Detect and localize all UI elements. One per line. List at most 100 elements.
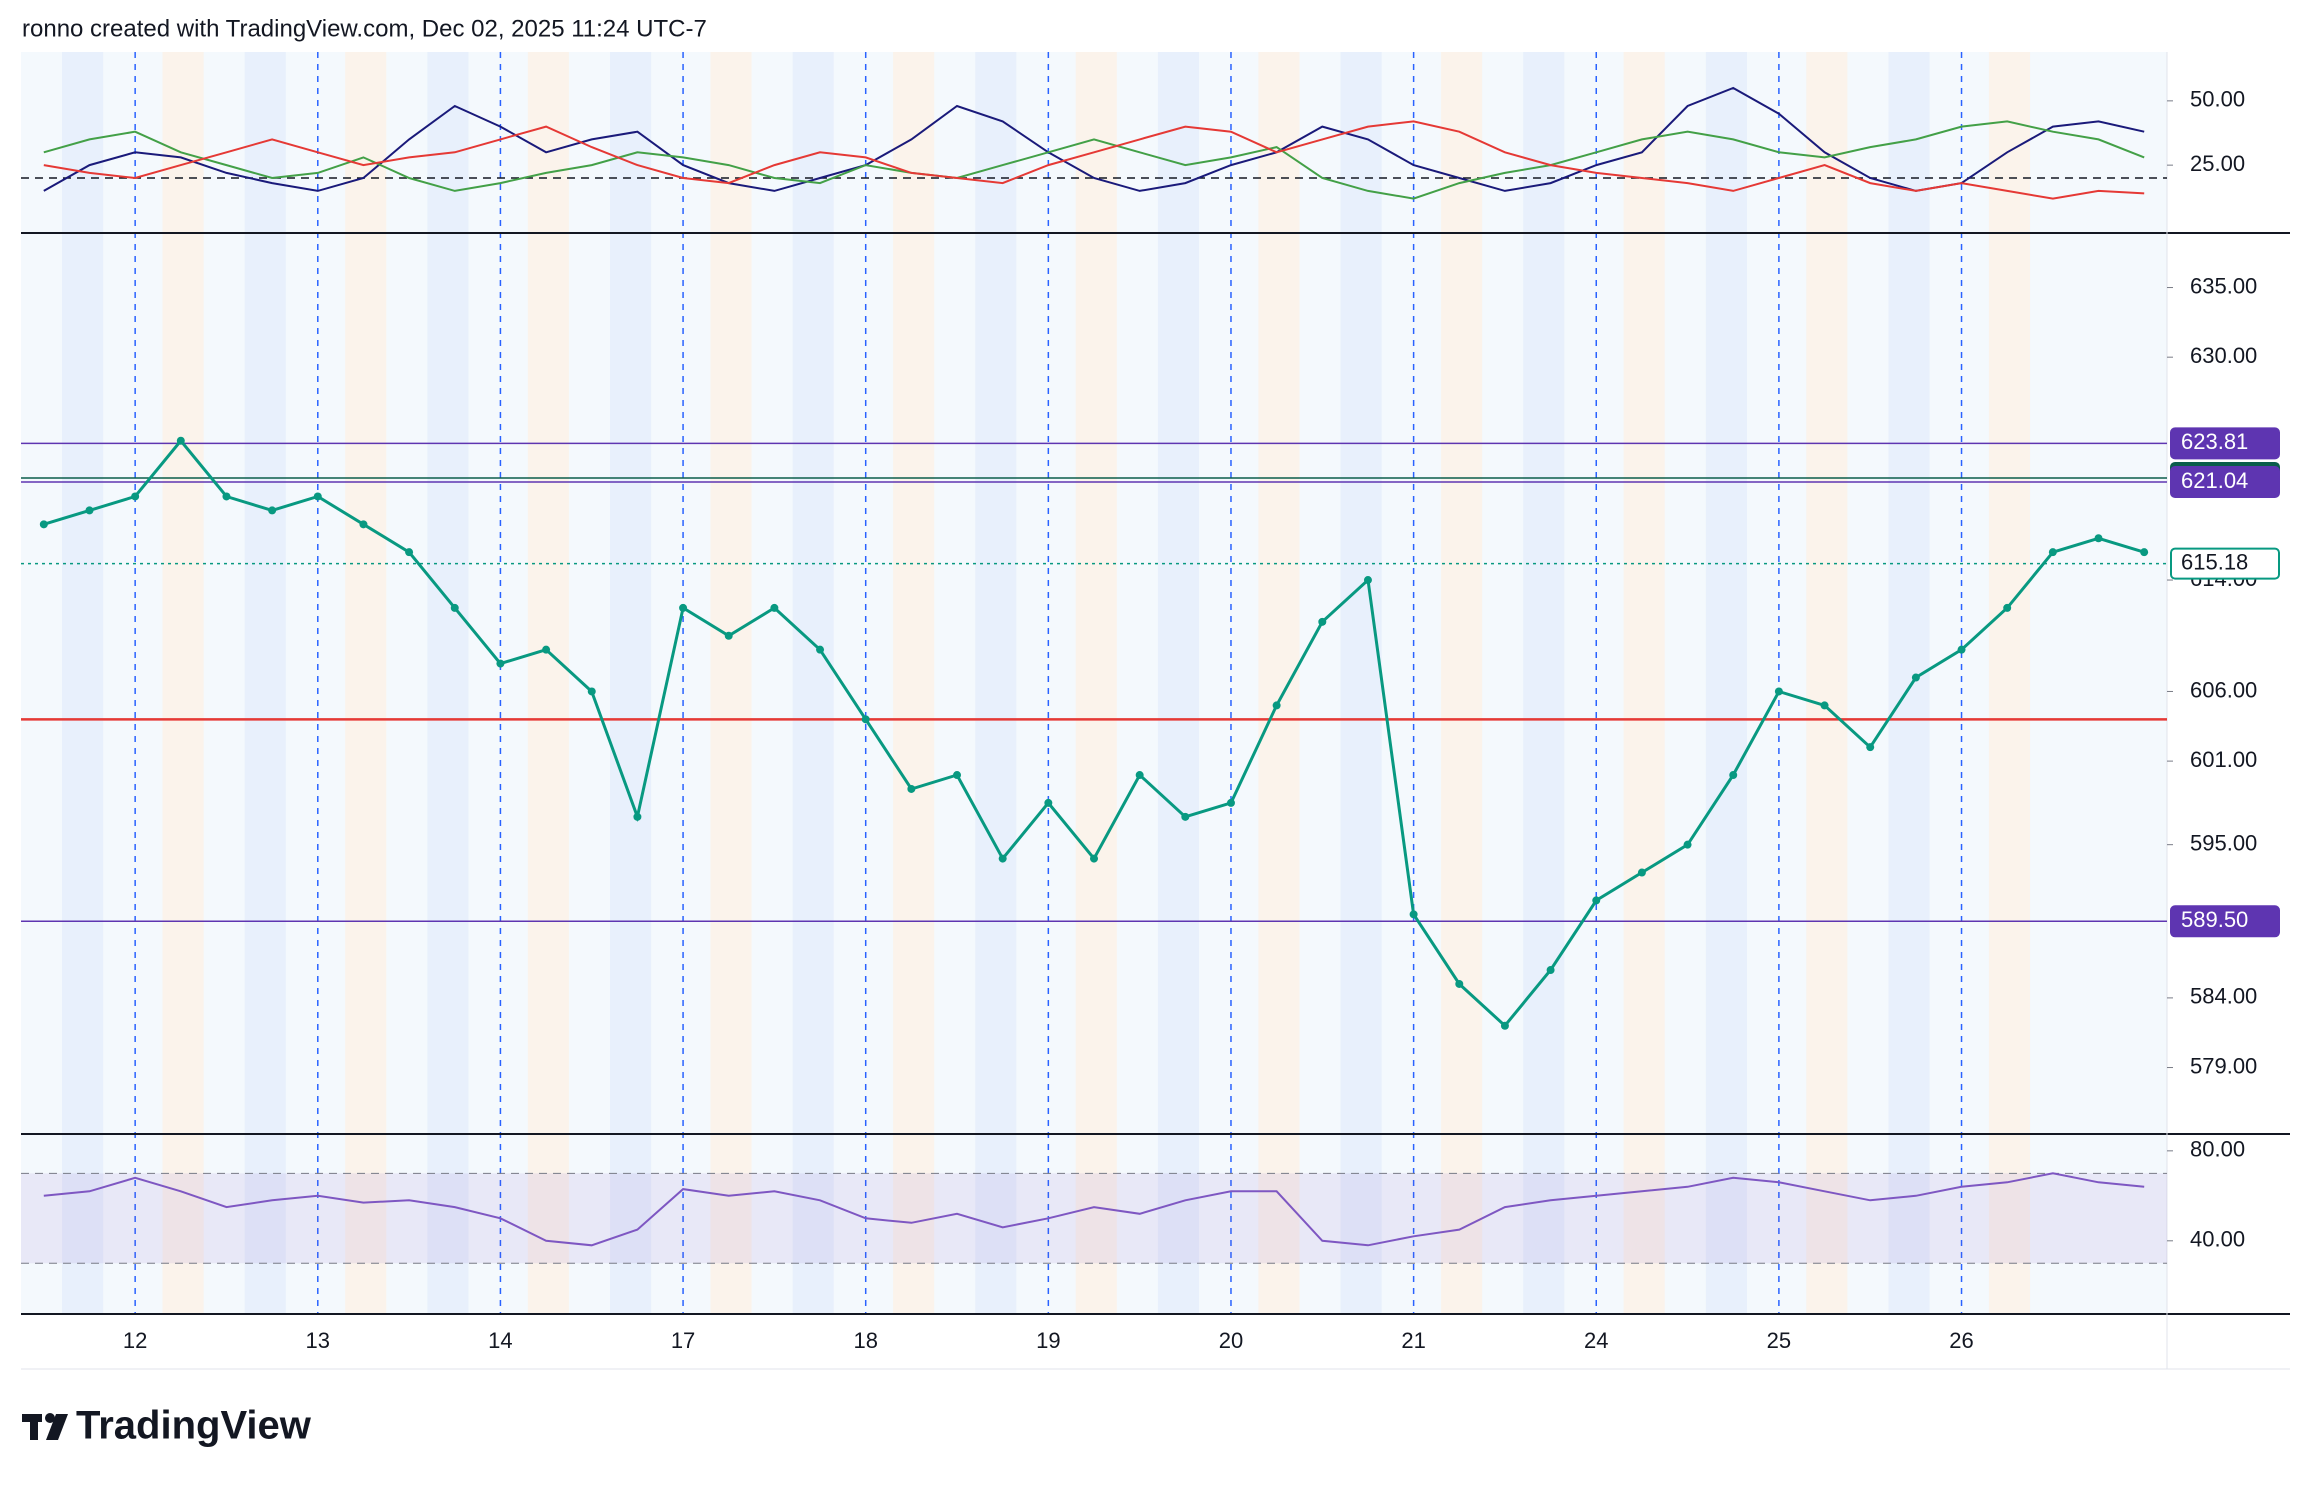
x-tick-label: 24 — [1584, 1328, 1608, 1353]
price-point — [1957, 645, 1966, 654]
logo-text: TradingView — [76, 1404, 312, 1448]
y-tick-label: 595.00 — [2190, 830, 2257, 855]
price-point — [2140, 548, 2149, 557]
price-point — [359, 520, 368, 529]
price-point — [770, 603, 779, 612]
price-point — [587, 687, 596, 696]
session-shade — [1258, 52, 1300, 1313]
price-point — [1820, 701, 1829, 710]
y-tick-label: 601.00 — [2190, 747, 2257, 772]
price-point — [1272, 701, 1281, 710]
session-shade — [1075, 52, 1117, 1313]
price-point — [1911, 673, 1920, 682]
price-point — [1090, 854, 1098, 863]
price-point — [2048, 548, 2057, 557]
y-tick-label: 579.00 — [2190, 1053, 2257, 1078]
price-point — [176, 436, 185, 445]
price-point — [1363, 576, 1372, 585]
session-shade — [345, 52, 387, 1313]
price-point — [953, 771, 962, 780]
session-shade — [527, 52, 569, 1313]
price-point — [633, 812, 642, 821]
price-point — [998, 854, 1007, 863]
logo-mark — [22, 1413, 68, 1440]
session-shade — [1157, 52, 1200, 1313]
session-shade — [710, 52, 752, 1313]
price-point — [1500, 1021, 1509, 1030]
price-point — [2094, 534, 2103, 543]
series-line — [43, 1172, 2145, 1247]
price-point — [1683, 840, 1692, 849]
x-tick-label: 17 — [671, 1328, 695, 1353]
x-tick-label: 19 — [1036, 1328, 1060, 1353]
price-label-box — [2170, 905, 2280, 938]
x-tick-label: 21 — [1401, 1328, 1425, 1353]
price-point — [1592, 896, 1601, 905]
x-tick-label: 26 — [1949, 1328, 1973, 1353]
price-point — [1044, 798, 1053, 807]
price-point — [1409, 910, 1418, 919]
series-line — [43, 120, 2145, 200]
series-line — [43, 86, 2145, 192]
price-point — [1546, 966, 1555, 975]
price-point — [2003, 603, 2012, 612]
y-tick-label: 635.00 — [2190, 273, 2257, 298]
price-label: 589.50 — [2181, 907, 2248, 932]
price-point — [450, 603, 459, 612]
session-shade — [1705, 52, 1747, 1313]
session-shade — [62, 52, 104, 1313]
y-tick-label: 606.00 — [2190, 677, 2257, 702]
session-shade — [1441, 52, 1483, 1313]
session-shade — [1623, 52, 1665, 1313]
price-label-box — [2170, 427, 2280, 460]
y-tick-label: 584.00 — [2190, 984, 2257, 1009]
x-tick-label: 18 — [853, 1328, 877, 1353]
session-shade — [792, 52, 834, 1313]
price-label: 621.04 — [2181, 468, 2248, 493]
price-point — [1729, 771, 1738, 780]
header: ronno created with TradingView.com, Dec … — [22, 15, 707, 42]
price-label: 623.81 — [2181, 429, 2248, 454]
session-shade — [893, 52, 935, 1313]
price-point — [405, 548, 414, 557]
session-shade — [610, 52, 652, 1313]
price-label-box — [2170, 465, 2280, 498]
price-label-box — [2170, 547, 2280, 580]
price-point — [222, 492, 231, 501]
series-line — [43, 120, 2145, 200]
price-point — [131, 492, 140, 501]
x-tick-label: 20 — [1219, 1328, 1243, 1353]
x-tick-label: 14 — [488, 1328, 512, 1353]
price-point — [907, 784, 916, 793]
price-point — [542, 645, 551, 654]
price-point — [1181, 812, 1190, 821]
price-point — [1318, 617, 1327, 626]
y-tick-label: 630.00 — [2190, 343, 2257, 368]
y-tick-label: 80.00 — [2190, 1137, 2245, 1162]
session-shade — [975, 52, 1017, 1313]
price-point — [1226, 798, 1235, 807]
y-tick-label: 50.00 — [2190, 87, 2245, 112]
price-label: 615.18 — [2181, 549, 2248, 574]
price-point — [679, 603, 688, 612]
session-shade — [162, 52, 204, 1313]
price-point — [1774, 687, 1783, 696]
price-point — [861, 715, 870, 724]
price-point — [1455, 979, 1464, 988]
x-tick-label: 12 — [123, 1328, 147, 1353]
x-tick-label: 13 — [306, 1328, 330, 1353]
price-point — [85, 506, 94, 515]
price-point — [268, 506, 277, 515]
price-point — [313, 492, 322, 501]
session-shade — [1988, 52, 2031, 1313]
price-point — [496, 659, 505, 668]
price-point — [1135, 771, 1144, 780]
rsi-band — [21, 1173, 2167, 1264]
price-point — [39, 520, 48, 529]
y-tick-label: 40.00 — [2190, 1227, 2245, 1252]
session-shade — [1523, 52, 1565, 1313]
price-point — [1866, 743, 1875, 752]
y-tick-label: 25.00 — [2190, 151, 2245, 176]
session-shade — [427, 52, 469, 1313]
